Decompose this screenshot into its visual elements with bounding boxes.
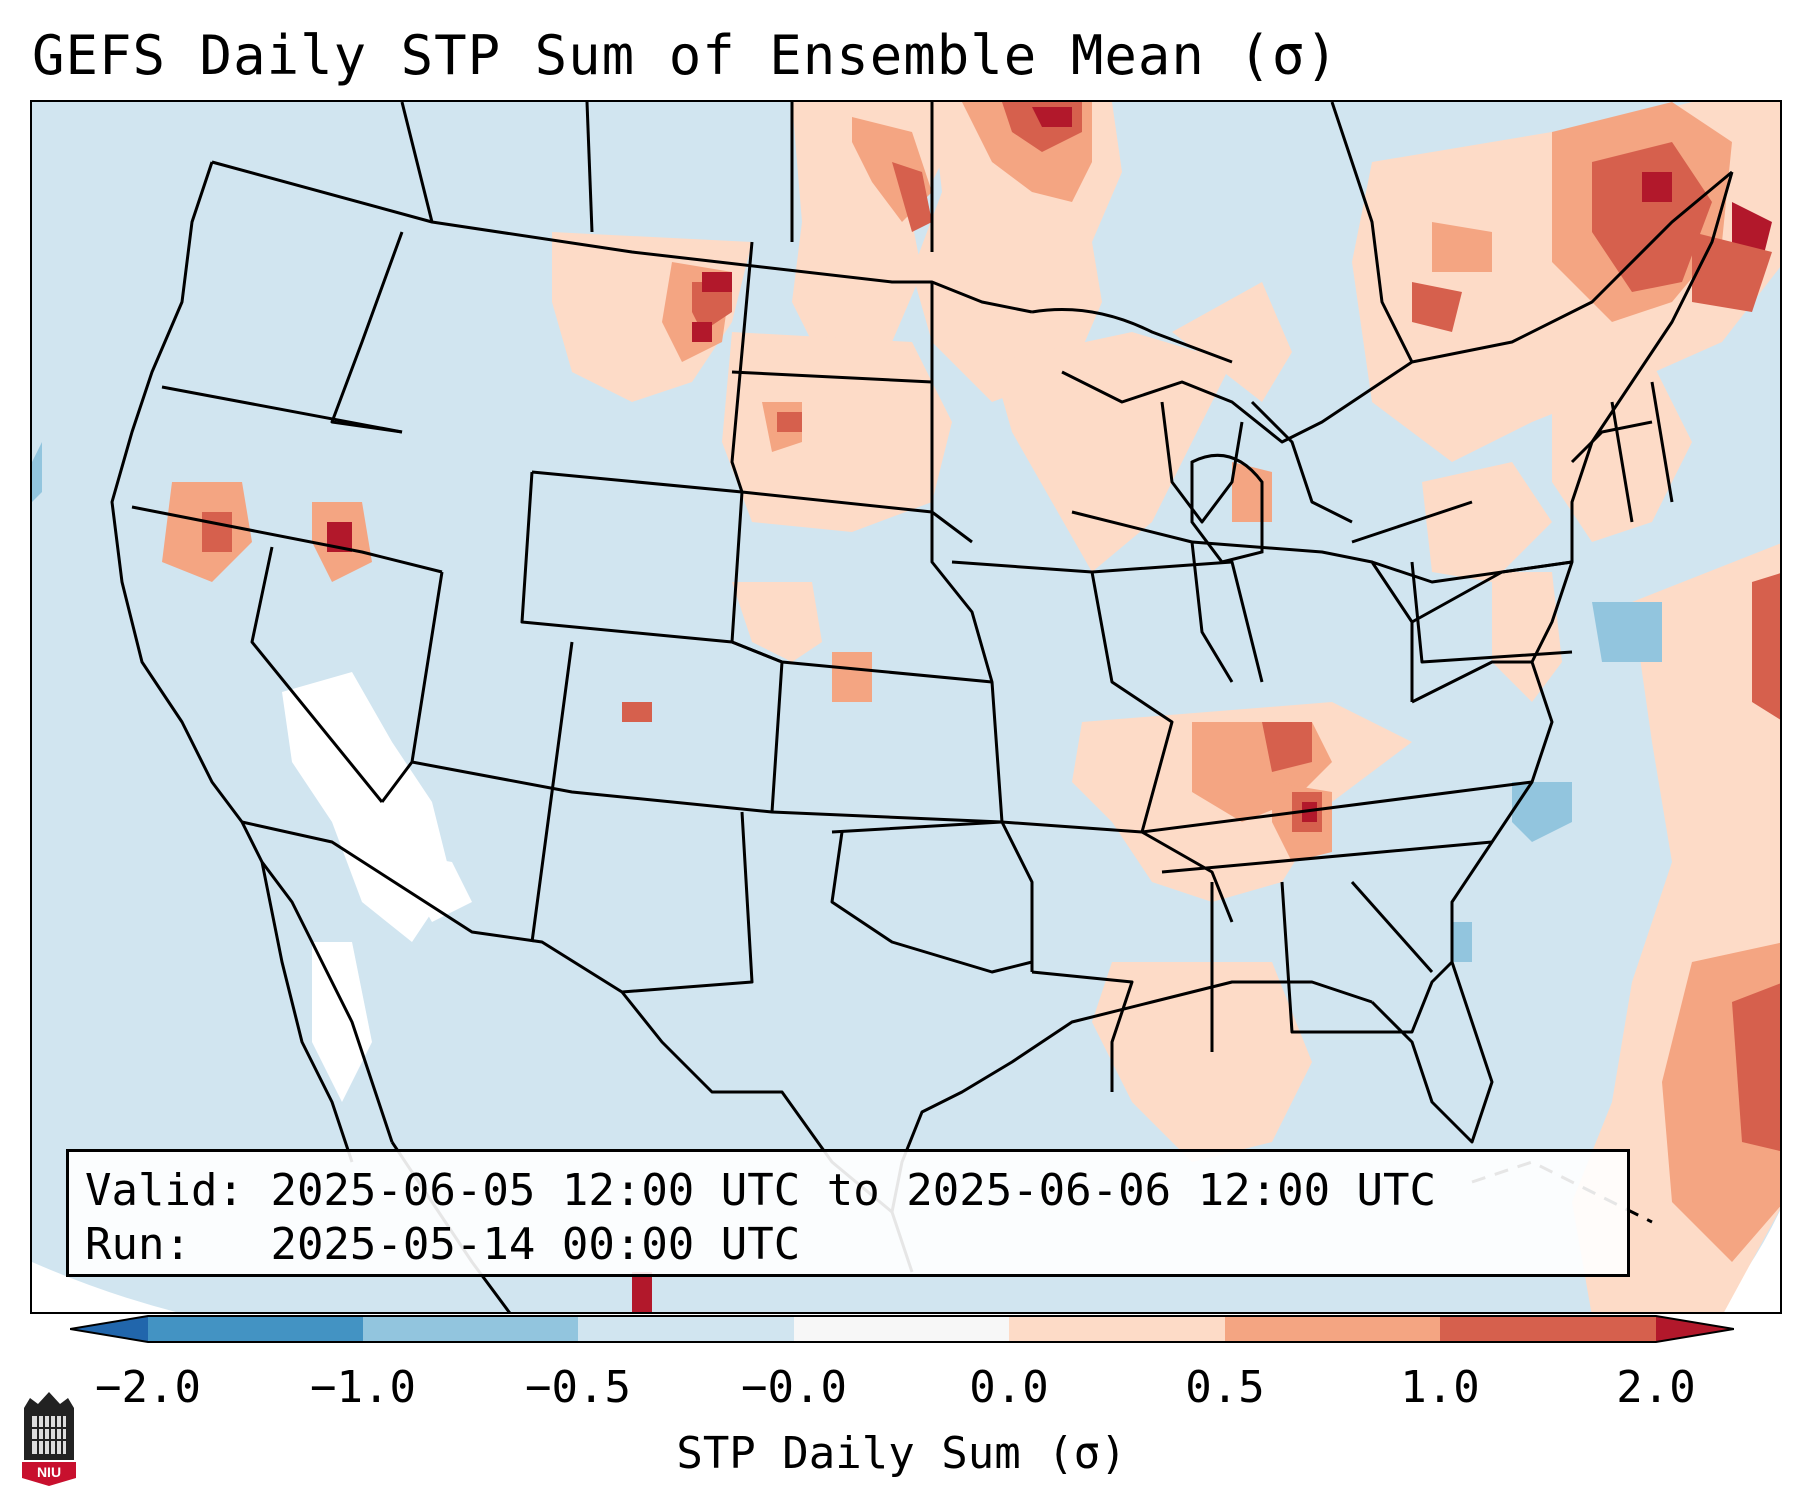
lake-erie <box>1351 500 1473 544</box>
anomaly-area <box>777 412 802 432</box>
run-label: Run: <box>85 1219 191 1270</box>
anomaly-area <box>1262 722 1312 772</box>
east-coastline <box>1370 171 1734 1144</box>
anomaly-area <box>632 1272 652 1312</box>
colorbar-label: STP Daily Sum (σ) <box>676 1428 1127 1479</box>
neutral-area <box>392 852 472 922</box>
projection-edge <box>32 1262 176 1312</box>
anomaly-area <box>327 522 352 552</box>
michigan-outline <box>1190 453 1264 564</box>
logo-banner <box>22 1462 76 1486</box>
anomaly-field <box>32 102 1780 1312</box>
lake-huron <box>1250 400 1353 524</box>
anomaly-area <box>692 322 712 342</box>
lake-superior <box>1031 308 1233 364</box>
anomaly-area <box>832 652 872 702</box>
colorbar-segment <box>363 1316 578 1342</box>
colorbar-segment <box>1440 1316 1656 1342</box>
colorbar-tick: −0.0 <box>741 1362 847 1413</box>
anomaly-area <box>702 272 732 292</box>
valid-value: 2025-06-05 12:00 UTC to 2025-06-06 12:00… <box>270 1165 1437 1216</box>
colorbar-tick: 0.5 <box>1185 1362 1265 1413</box>
niu-logo: NIU <box>22 1392 76 1486</box>
anomaly-area <box>1642 172 1672 202</box>
neutral-area <box>312 942 372 1102</box>
colorbar-tick: 2.0 <box>1616 1362 1696 1413</box>
negative-anomaly <box>32 442 42 502</box>
us-canada-border <box>1061 170 1733 444</box>
state-line <box>161 385 403 434</box>
logo-text: NIU <box>37 1464 61 1480</box>
colorbar-segment <box>1225 1316 1440 1342</box>
colorbar-tick: −2.0 <box>95 1362 201 1413</box>
west-coastline <box>110 161 394 1143</box>
negative-anomaly <box>1452 922 1472 962</box>
colorbar-segment <box>578 1316 794 1342</box>
us-mexico-border <box>241 820 893 1214</box>
colorbar-tick: 0.0 <box>969 1362 1049 1413</box>
colorbar-tick: −0.5 <box>525 1362 631 1413</box>
valid-label: Valid: <box>85 1165 244 1216</box>
anomaly-area <box>692 282 732 332</box>
valid-time-box: Valid: 2025-06-05 12:00 UTC to 2025-06-0… <box>66 1149 1630 1277</box>
anomaly-area <box>1752 573 1780 720</box>
colorbar-segment <box>794 1316 1009 1342</box>
anomaly-area <box>1092 962 1312 1162</box>
anomaly-area <box>622 702 652 722</box>
run-value: 2025-05-14 00:00 UTC <box>270 1219 801 1270</box>
anomaly-area <box>1422 462 1552 582</box>
anomaly-area <box>732 582 822 662</box>
anomaly-area <box>1412 282 1462 332</box>
colorbar-tick: 1.0 <box>1400 1362 1480 1413</box>
anomaly-area <box>1032 107 1072 127</box>
colorbar <box>70 1315 1734 1343</box>
anomaly-area <box>1692 232 1772 312</box>
anomaly-area <box>1432 222 1492 272</box>
negative-anomaly <box>1592 602 1662 662</box>
colorbar-tick: −1.0 <box>310 1362 416 1413</box>
map-title: GEFS Daily STP Sum of Ensemble Mean (σ) <box>32 24 1339 87</box>
anomaly-area <box>1732 983 1780 1152</box>
map-canvas[interactable] <box>32 102 1782 1314</box>
colorbar-outline <box>70 1315 1734 1343</box>
anomaly-area <box>202 512 232 552</box>
anomaly-area <box>1172 282 1292 402</box>
anomaly-area <box>992 332 1232 572</box>
anomaly-area <box>892 162 932 232</box>
baja-coastline <box>260 861 354 1163</box>
boundaries <box>110 102 1734 1312</box>
colorbar-segment <box>1009 1316 1225 1342</box>
projection-edge <box>1715 1210 1780 1312</box>
map-panel[interactable] <box>30 100 1782 1314</box>
anomaly-area <box>1492 572 1562 702</box>
negative-anomaly <box>1512 782 1572 842</box>
colorbar-segment <box>148 1316 363 1342</box>
colorbar-max-extend <box>1656 1316 1734 1342</box>
colorbar-min-extend <box>70 1316 148 1342</box>
anomaly-area <box>722 332 952 532</box>
anomaly-area <box>1592 142 1712 292</box>
lake-michigan <box>1160 401 1244 524</box>
